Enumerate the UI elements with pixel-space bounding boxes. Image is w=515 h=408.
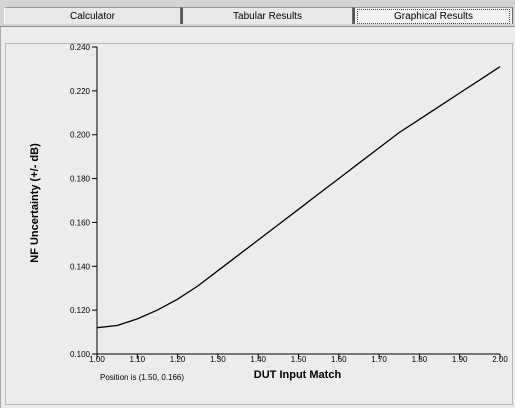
graph-panel [0, 27, 515, 408]
y-axis-label: NF Uncertainty (+/- dB) [29, 143, 41, 263]
x-tick-label: 1.00 [89, 355, 105, 364]
x-tick-label: 1.10 [130, 355, 146, 364]
y-tick-label: 0.120 [70, 306, 91, 315]
tab-calculator[interactable]: Calculator [4, 7, 181, 24]
tab-bar: Calculator Tabular Results Graphical Res… [0, 0, 515, 27]
x-tick-label: 2.00 [492, 355, 508, 364]
x-tick-label: 1.20 [170, 355, 186, 364]
x-tick-label: 1.40 [250, 355, 266, 364]
cursor-position-readout: Position is (1.50, 0.166) [100, 373, 185, 382]
y-tick-label: 0.180 [70, 175, 91, 184]
y-tick-label: 0.160 [70, 218, 91, 227]
x-tick-label: 1.30 [210, 355, 226, 364]
y-tick-label: 0.200 [70, 131, 91, 140]
x-tick-label: 1.70 [371, 355, 387, 364]
x-tick-label: 1.90 [452, 355, 468, 364]
chart-frame [5, 43, 513, 405]
x-tick-label: 1.50 [291, 355, 307, 364]
x-tick-label: 1.80 [412, 355, 428, 364]
tab-graphical-results[interactable]: Graphical Results [353, 7, 513, 24]
tab-tabular-results[interactable]: Tabular Results [181, 7, 353, 24]
x-axis-label: DUT Input Match [253, 369, 342, 381]
tab-graphical-results-label: Graphical Results [357, 8, 510, 24]
y-tick-label: 0.240 [70, 43, 91, 52]
uncertainty-curve [96, 66, 501, 329]
tab-tabular-results-label: Tabular Results [233, 10, 302, 22]
x-tick-label: 1.60 [331, 355, 347, 364]
y-tick-label: 0.100 [70, 350, 91, 359]
tab-calculator-label: Calculator [69, 10, 116, 22]
y-tick-label: 0.220 [70, 87, 91, 96]
y-tick-label: 0.140 [70, 262, 91, 271]
